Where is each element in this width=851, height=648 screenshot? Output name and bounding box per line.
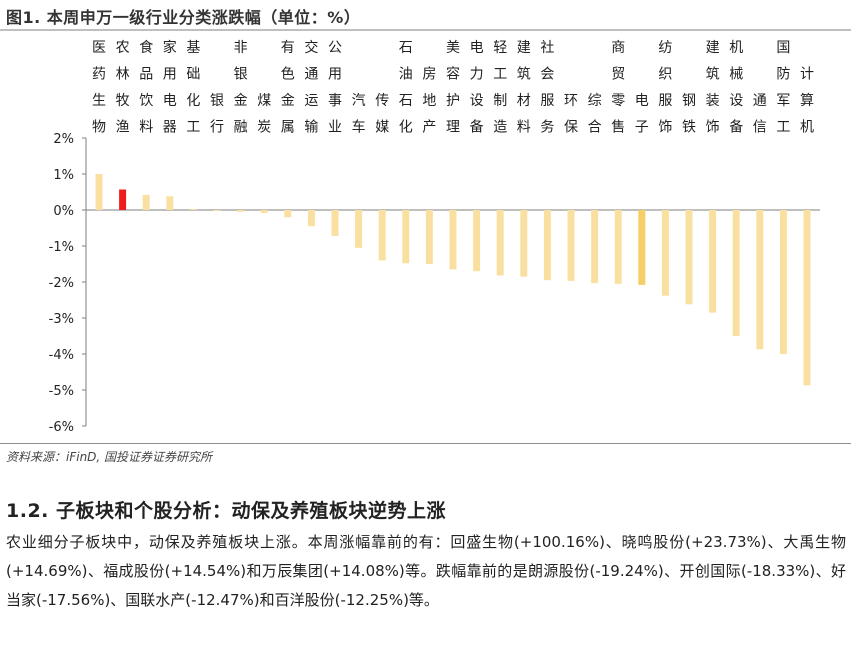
bar-机械设备 bbox=[732, 210, 740, 336]
category-label: 建筑装饰 bbox=[706, 40, 720, 136]
bar-银行 bbox=[213, 210, 221, 211]
bar-综合 bbox=[591, 210, 599, 284]
bar-石油石化 bbox=[402, 210, 410, 264]
y-tick-label: -5% bbox=[49, 384, 74, 399]
section-body-text: 农业细分子板块中，动保及养殖板块上涨。本周涨幅靠前的有：回盛生物(+100.16… bbox=[6, 533, 846, 609]
bar-房地产 bbox=[425, 210, 433, 264]
bar-电子 bbox=[638, 210, 646, 285]
category-label: 电力设备 bbox=[470, 40, 484, 136]
bar-农林牧渔 bbox=[119, 189, 127, 210]
bar-电力设备 bbox=[473, 210, 481, 272]
bar-通信 bbox=[756, 210, 764, 350]
category-label: 汽车 bbox=[352, 93, 366, 136]
bar-有色金属 bbox=[284, 210, 292, 218]
category-label: 医药生物 bbox=[92, 40, 106, 136]
bars bbox=[95, 174, 811, 386]
category-label: 房地产 bbox=[422, 67, 436, 136]
bar-商贸零售 bbox=[614, 210, 622, 284]
category-label: 纺织服饰 bbox=[658, 40, 672, 136]
category-label: 食品饮料 bbox=[139, 39, 153, 136]
y-tick-label: -6% bbox=[49, 420, 74, 435]
bar-国防军工 bbox=[779, 210, 787, 354]
category-label: 综合 bbox=[588, 93, 602, 136]
bar-环保 bbox=[567, 210, 575, 281]
category-label: 国防军工 bbox=[776, 40, 790, 136]
category-label: 基础化工 bbox=[186, 39, 200, 136]
y-tick-label: 0% bbox=[53, 204, 74, 219]
chart-bottom-divider bbox=[0, 443, 851, 444]
bar-钢铁 bbox=[685, 210, 693, 305]
category-label: 传媒 bbox=[375, 93, 389, 136]
category-label: 通信 bbox=[753, 93, 767, 136]
category-label: 机械设备 bbox=[729, 40, 743, 136]
y-tick-label: -4% bbox=[49, 348, 74, 363]
category-label: 环保 bbox=[564, 93, 578, 136]
category-labels: 医药生物农林牧渔食品饮料家用电器基础化工银行非银金融煤炭有色金属交通运输公用事业… bbox=[92, 39, 814, 136]
category-label: 钢铁 bbox=[682, 93, 696, 136]
category-label: 计算机 bbox=[800, 67, 814, 136]
category-label: 银行 bbox=[210, 93, 224, 136]
bar-公用事业 bbox=[331, 210, 339, 236]
section-heading: 1.2. 子板块和个股分析：动保及养殖板块逆势上涨 bbox=[6, 500, 446, 522]
y-tick-label: -3% bbox=[49, 312, 74, 327]
category-label: 建筑材料 bbox=[517, 40, 531, 136]
category-label: 公用事业 bbox=[328, 40, 342, 136]
bar-传媒 bbox=[378, 210, 386, 261]
category-label: 交通运输 bbox=[304, 39, 318, 136]
bar-食品饮料 bbox=[142, 194, 150, 210]
bar-社会服务 bbox=[543, 210, 551, 281]
y-tick-label: 2% bbox=[53, 132, 74, 147]
bar-煤炭 bbox=[260, 210, 268, 213]
category-label: 非银金融 bbox=[234, 40, 248, 136]
category-label: 有色金属 bbox=[281, 40, 295, 136]
bar-基础化工 bbox=[189, 209, 197, 210]
bar-建筑装饰 bbox=[709, 210, 717, 313]
y-tick-label: 1% bbox=[53, 168, 74, 183]
category-label: 石油石化 bbox=[399, 40, 413, 136]
bar-美容护理 bbox=[449, 210, 457, 270]
figure-title: 图1. 本周申万一级行业分类涨跌幅（单位：%） bbox=[6, 8, 361, 27]
bar-建筑材料 bbox=[520, 210, 528, 277]
bar-非银金融 bbox=[237, 210, 245, 212]
bar-医药生物 bbox=[95, 174, 103, 210]
category-label: 农林牧渔 bbox=[116, 40, 130, 136]
bar-交通运输 bbox=[307, 210, 315, 227]
industry-return-bar-chart: 医药生物农林牧渔食品饮料家用电器基础化工银行非银金融煤炭有色金属交通运输公用事业… bbox=[49, 39, 820, 435]
category-label: 商贸零售 bbox=[611, 40, 625, 136]
category-label: 美容护理 bbox=[446, 40, 460, 136]
source-note: 资料来源：iFinD, 国投证券证券研究所 bbox=[6, 450, 213, 464]
y-tick-label: -1% bbox=[49, 240, 74, 255]
y-tick-label: -2% bbox=[49, 276, 74, 291]
category-label: 家用电器 bbox=[163, 39, 177, 136]
title-divider bbox=[0, 29, 851, 31]
category-label: 社会服务 bbox=[540, 40, 554, 136]
bar-纺织服饰 bbox=[661, 210, 669, 296]
bar-计算机 bbox=[803, 210, 811, 386]
bar-汽车 bbox=[355, 210, 363, 248]
bar-轻工制造 bbox=[496, 210, 504, 276]
y-axis: 2% 1% 0% -1% -2% -3% -4% -5% -6% bbox=[49, 132, 820, 435]
category-label: 轻工制造 bbox=[493, 40, 507, 136]
category-label: 煤炭 bbox=[257, 93, 271, 136]
category-label: 电子 bbox=[635, 93, 649, 136]
bar-家用电器 bbox=[166, 196, 174, 210]
